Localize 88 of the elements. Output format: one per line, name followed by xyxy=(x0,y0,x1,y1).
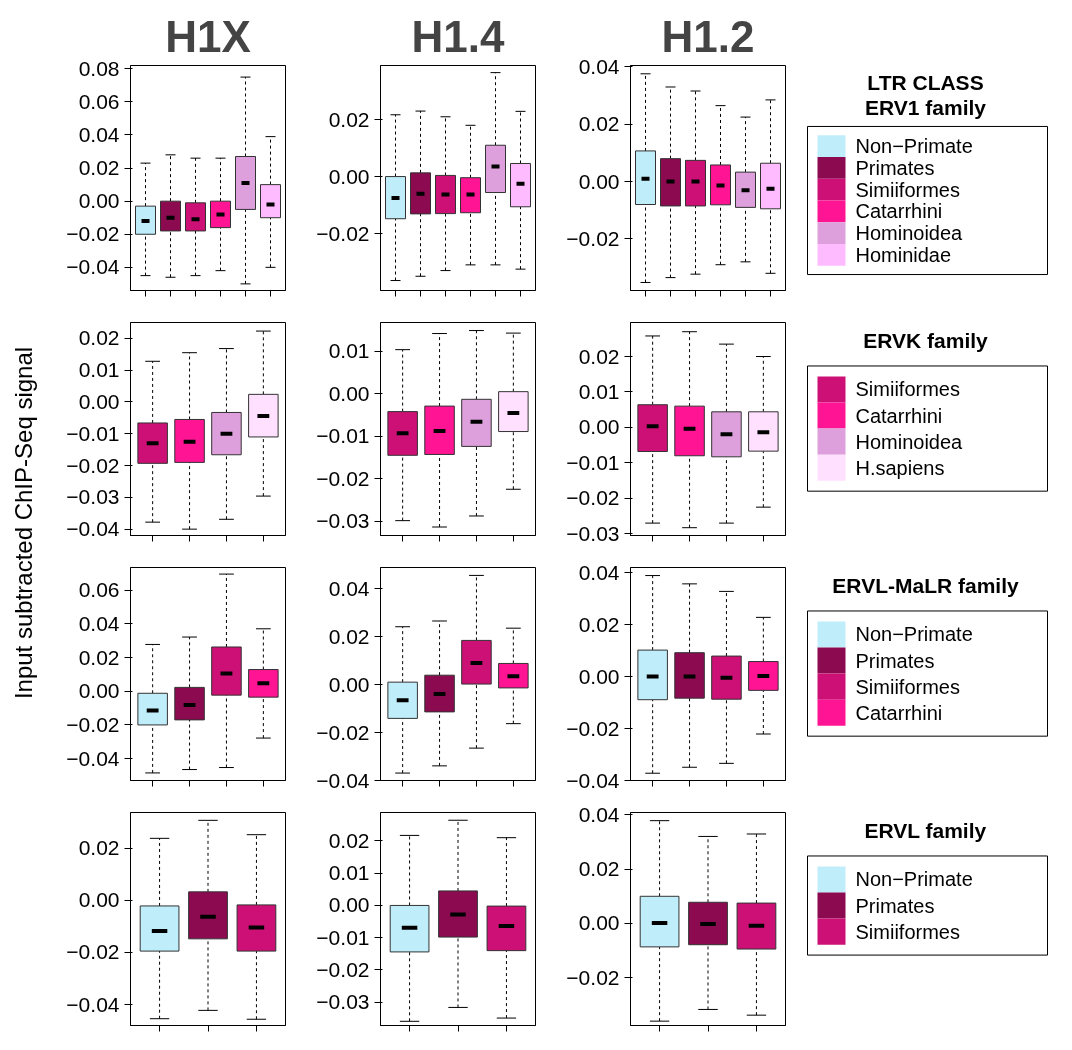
y-tick-label: −0.02 xyxy=(566,716,620,740)
y-tick-label: −0.04 xyxy=(66,255,120,279)
legend-label: Primates xyxy=(855,894,935,917)
y-tick-label: −0.04 xyxy=(316,768,370,792)
y-tick-label: 0.02 xyxy=(328,828,370,852)
chart-title: H1X xyxy=(165,11,251,61)
y-tick-label: 0.00 xyxy=(78,679,120,703)
y-tick-label: 0.00 xyxy=(78,189,120,213)
legend-title: ERVL-MaLR family xyxy=(832,574,1019,598)
y-tick-label: 0.02 xyxy=(78,156,120,180)
y-tick-label: −0.02 xyxy=(316,720,370,744)
y-tick-label: −0.02 xyxy=(316,466,370,490)
y-tick-label: 0.02 xyxy=(78,836,120,859)
y-tick-label: −0.02 xyxy=(566,486,620,510)
y-tick-label: 0.00 xyxy=(78,389,120,413)
y-tick-label: −0.01 xyxy=(316,925,370,949)
legend-title: ERVK family xyxy=(863,329,989,353)
y-tick-label: −0.03 xyxy=(316,990,370,1014)
y-tick-label: 0.04 xyxy=(328,576,370,600)
y-tick-label: −0.02 xyxy=(66,222,120,246)
y-tick-label: 0.00 xyxy=(578,664,620,688)
y-tick-label: 0.01 xyxy=(328,861,370,885)
y-tick-label: −0.03 xyxy=(66,485,120,509)
y-tick-label: 0.00 xyxy=(328,164,370,188)
y-tick-label: 0.02 xyxy=(578,612,620,636)
y-tick-label: −0.02 xyxy=(566,965,620,989)
y-tick-label: 0.02 xyxy=(328,624,370,648)
y-tick-label: 0.01 xyxy=(328,339,370,363)
y-tick-label: 0.02 xyxy=(578,857,620,881)
legend-label: Catarrhini xyxy=(855,404,943,427)
text: LTR CLASS xyxy=(867,71,984,95)
y-axis-title: Input subtracted ChIP-Seq signal xyxy=(9,346,37,700)
y-tick-label: −0.04 xyxy=(66,746,120,770)
legend-label: Simiiformes xyxy=(855,378,960,401)
y-tick-label: −0.01 xyxy=(566,450,620,474)
legend-label: Hominoidea xyxy=(855,430,964,453)
y-tick-label: 0.00 xyxy=(578,169,620,193)
legend-label: Hominoidea xyxy=(855,222,964,245)
legend-title: ERV1 family xyxy=(865,95,987,119)
y-tick-label: −0.03 xyxy=(316,509,370,533)
y-tick-label: 0.04 xyxy=(578,802,620,826)
y-tick-label: −0.04 xyxy=(566,768,620,792)
legend-label: Catarrhini xyxy=(855,701,943,724)
y-tick-label: −0.02 xyxy=(316,957,370,981)
y-tick-label: 0.02 xyxy=(578,344,620,368)
y-tick-label: 0.06 xyxy=(78,89,120,113)
y-tick-label: 0.04 xyxy=(578,560,620,584)
y-tick-label: 0.04 xyxy=(78,611,120,635)
y-tick-label: 0.06 xyxy=(78,578,120,602)
legend-label: Non−Primate xyxy=(855,135,973,158)
legend-label: Primates xyxy=(855,156,935,179)
y-tick-label: 0.04 xyxy=(78,122,120,146)
y-tick-label: −0.01 xyxy=(66,421,120,445)
chart-title: H1.2 xyxy=(661,11,755,61)
legend-label: Non−Primate xyxy=(855,623,973,646)
legend-label: Simiiformes xyxy=(855,675,960,698)
y-tick-label: −0.04 xyxy=(66,992,120,1016)
y-tick-label: 0.00 xyxy=(328,381,370,405)
y-tick-label: 0.00 xyxy=(578,911,620,935)
y-tick-label: −0.02 xyxy=(66,712,120,736)
y-tick-label: 0.02 xyxy=(578,112,620,136)
y-tick-label: −0.03 xyxy=(566,521,620,545)
legend-label: Hominidae xyxy=(855,243,952,266)
y-tick-label: 0.00 xyxy=(328,893,370,917)
y-tick-label: −0.02 xyxy=(66,940,120,964)
y-tick-label: 0.01 xyxy=(78,358,120,382)
y-tick-label: 0.02 xyxy=(78,326,120,350)
y-tick-label: 0.04 xyxy=(578,54,620,78)
y-tick-label: 0.01 xyxy=(578,379,620,403)
legend-title: ERVL family xyxy=(864,819,987,843)
y-tick-label: −0.02 xyxy=(316,221,370,245)
y-tick-label: −0.04 xyxy=(66,517,120,541)
y-tick-label: 0.00 xyxy=(78,888,120,912)
chart-title: H1.4 xyxy=(411,11,505,61)
legend-label: H.sapiens xyxy=(855,456,945,479)
y-tick-label: −0.02 xyxy=(66,453,120,477)
y-tick-label: 0.00 xyxy=(328,672,370,696)
y-tick-label: −0.01 xyxy=(316,424,370,448)
y-tick-label: −0.02 xyxy=(566,226,620,250)
legend-label: Non−Primate xyxy=(855,868,973,891)
legend-label: Catarrhini xyxy=(855,200,943,223)
legend-label: Simiiformes xyxy=(855,178,960,201)
y-tick-label: 0.02 xyxy=(78,645,120,669)
y-tick-label: 0.02 xyxy=(328,107,370,131)
y-tick-label: 0.08 xyxy=(78,56,120,80)
legend-label: Primates xyxy=(855,649,935,672)
y-tick-label: 0.00 xyxy=(578,415,620,439)
legend-label: Simiiformes xyxy=(855,920,960,943)
